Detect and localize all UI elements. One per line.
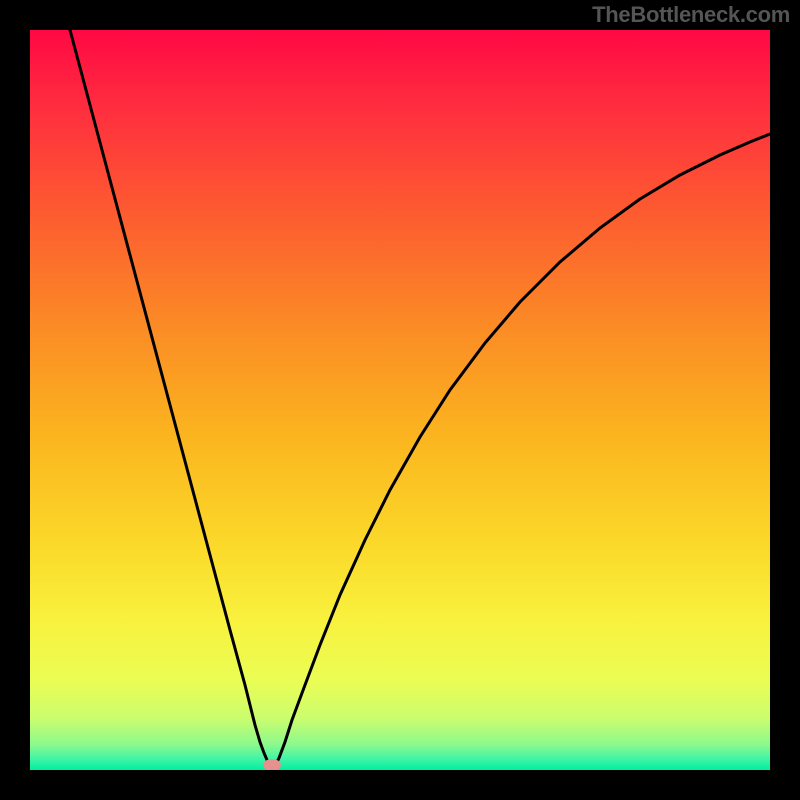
bottleneck-curve (30, 30, 770, 770)
plot-area (30, 30, 770, 770)
curve-right-branch (276, 134, 770, 764)
chart-container: TheBottleneck.com (0, 0, 800, 800)
watermark-text: TheBottleneck.com (592, 2, 790, 28)
curve-left-branch (70, 30, 269, 764)
